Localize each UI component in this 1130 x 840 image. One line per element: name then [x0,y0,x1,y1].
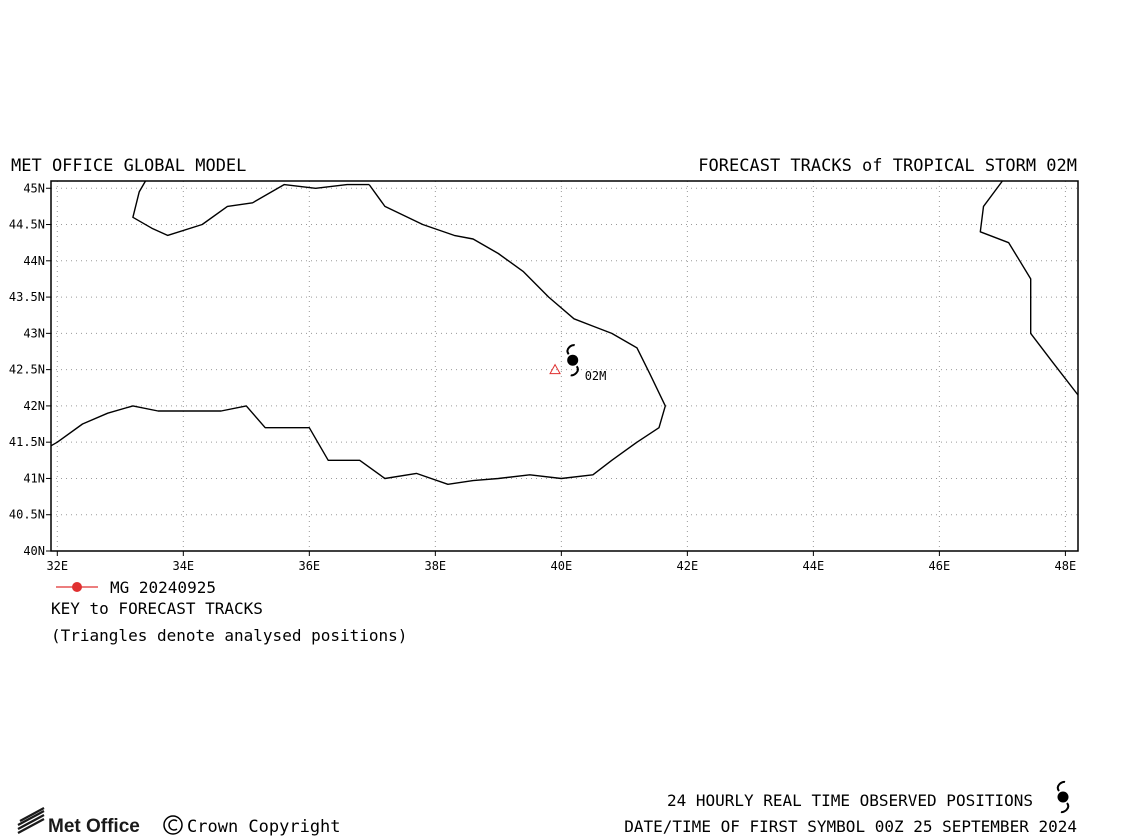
track-key-label: MG 20240925 [110,578,216,597]
coastline [50,184,666,485]
lon-tick-label: 48E [1055,559,1077,573]
lat-tick-label: 42N [23,399,45,413]
lon-tick-label: 44E [803,559,825,573]
lon-tick-label: 32E [46,559,68,573]
lon-tick-label: 40E [551,559,573,573]
lat-tick-label: 44N [23,254,45,268]
coastline [979,180,1079,396]
coastlines [50,180,1079,485]
map-grid [51,181,1078,552]
lon-tick-label: 34E [172,559,194,573]
lon-tick-label: 46E [929,559,951,573]
met-office-logo-icon [17,807,45,834]
storm-symbol-legend-icon [1056,780,1070,814]
latitude-ticks: 40N 40.5N 41N 41.5N 42N 42.5N 43N 43.5N 44N 44.5N… [9,181,51,558]
copyright-icon [163,815,183,835]
lat-tick-label: 42.5N [9,363,45,377]
analysed-position-triangle [549,363,561,375]
lon-tick-label: 38E [424,559,446,573]
lat-tick-label: 44.5N [9,218,45,232]
lat-tick-label: 45N [23,181,45,195]
lat-tick-label: 43.5N [9,290,45,304]
coastline [132,180,370,237]
storm-current-icon [566,344,579,377]
map-frame [50,180,1079,552]
first-symbol-datetime: DATE/TIME OF FIRST SYMBOL 00Z 25 SEPTEMB… [624,817,1077,836]
observed-positions-label: 24 HOURLY REAL TIME OBSERVED POSITIONS [667,791,1033,810]
lat-tick-label: 41N [23,471,45,485]
key-note: (Triangles denote analysed positions) [51,626,407,645]
lat-tick-label: 43N [23,326,45,340]
longitude-ticks: 32E 34E 36E 38E 40E 42E 44E 46E 48E [46,551,1076,573]
chart-title: FORECAST TRACKS of TROPICAL STORM 02M [698,156,1077,176]
lat-tick-label: 40N [23,544,45,558]
analysed-positions [549,363,561,375]
model-title: MET OFFICE GLOBAL MODEL [11,156,246,176]
key-title: KEY to FORECAST TRACKS [51,599,263,618]
track-key-icon [56,582,98,592]
lon-tick-label: 42E [677,559,699,573]
lat-tick-label: 41.5N [9,435,45,449]
lon-tick-label: 36E [298,559,320,573]
storm-label: 02M [585,369,607,383]
met-office-logo-text: Met Office [48,816,140,837]
copyright-text: Crown Copyright [187,817,341,837]
lat-tick-label: 40.5N [9,508,45,522]
